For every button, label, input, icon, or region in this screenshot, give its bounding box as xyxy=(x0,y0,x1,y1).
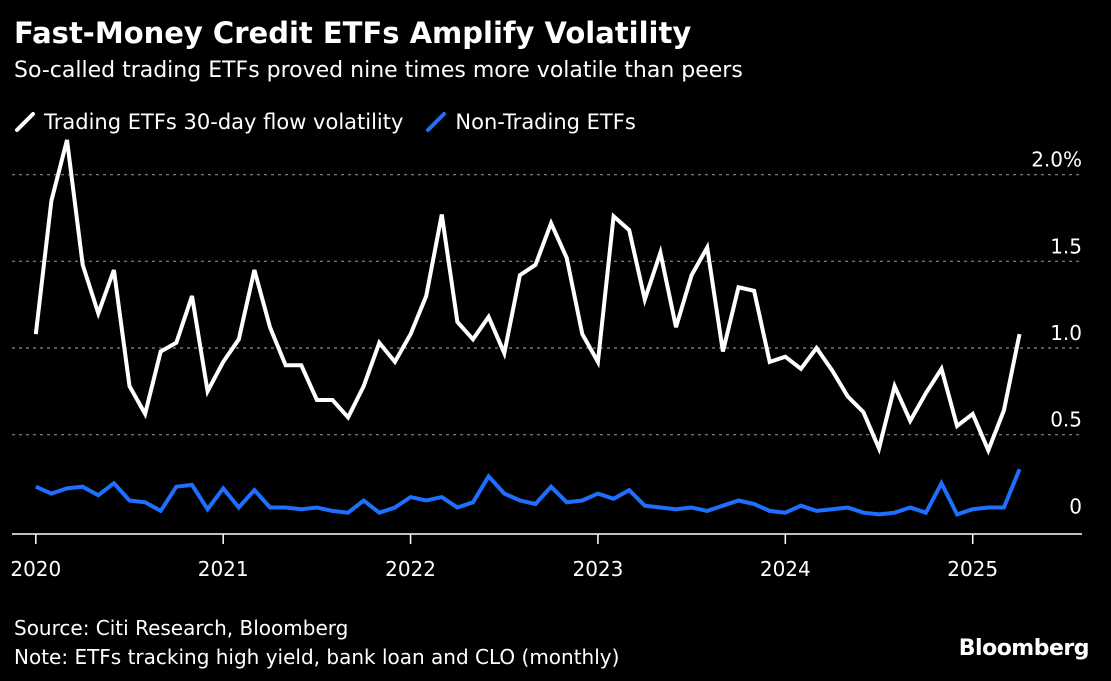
chart-title: Fast-Money Credit ETFs Amplify Volatilit… xyxy=(14,16,692,50)
y-tick-label: 2.0% xyxy=(1031,148,1082,172)
series-lines xyxy=(33,139,1022,517)
legend-item-trading: Trading ETFs 30-day flow volatility xyxy=(14,110,403,134)
bloomberg-logo: Bloomberg xyxy=(958,636,1090,661)
x-tick-label: 2025 xyxy=(947,557,998,581)
x-tick-label: 2024 xyxy=(760,557,811,581)
grid-lines xyxy=(12,174,1082,436)
legend-swatch-trading xyxy=(15,112,35,132)
y-tick-label: 0.5 xyxy=(1050,408,1082,432)
legend-swatch-non-trading xyxy=(426,112,447,132)
legend-item-non-trading: Non-Trading ETFs xyxy=(425,110,636,134)
legend-label-non-trading: Non-Trading ETFs xyxy=(455,110,636,134)
legend-label-trading: Trading ETFs 30-day flow volatility xyxy=(44,110,404,134)
methodology-note: Note: ETFs tracking high yield, bank loa… xyxy=(14,645,620,669)
x-axis: 2020 2021 2022 2023 2024 2025 xyxy=(10,533,1082,581)
chart-legend: Trading ETFs 30-day flow volatility Non-… xyxy=(14,110,658,134)
y-tick-label: 0 xyxy=(1069,494,1082,518)
series-line-trading xyxy=(33,139,1022,456)
series-line-non-trading xyxy=(34,468,1022,517)
y-tick-label: 1.5 xyxy=(1050,234,1082,258)
y-axis: 0 0.5 1.0 1.5 2.0% xyxy=(1031,148,1082,519)
source-note: Source: Citi Research, Bloomberg xyxy=(14,616,349,640)
x-tick-label: 2022 xyxy=(385,557,436,581)
x-tick-label: 2020 xyxy=(10,557,61,581)
x-tick-label: 2023 xyxy=(572,557,623,581)
x-tick-label: 2021 xyxy=(198,557,249,581)
y-tick-label: 1.0 xyxy=(1050,321,1082,345)
chart-subtitle: So-called trading ETFs proved nine times… xyxy=(14,58,743,83)
